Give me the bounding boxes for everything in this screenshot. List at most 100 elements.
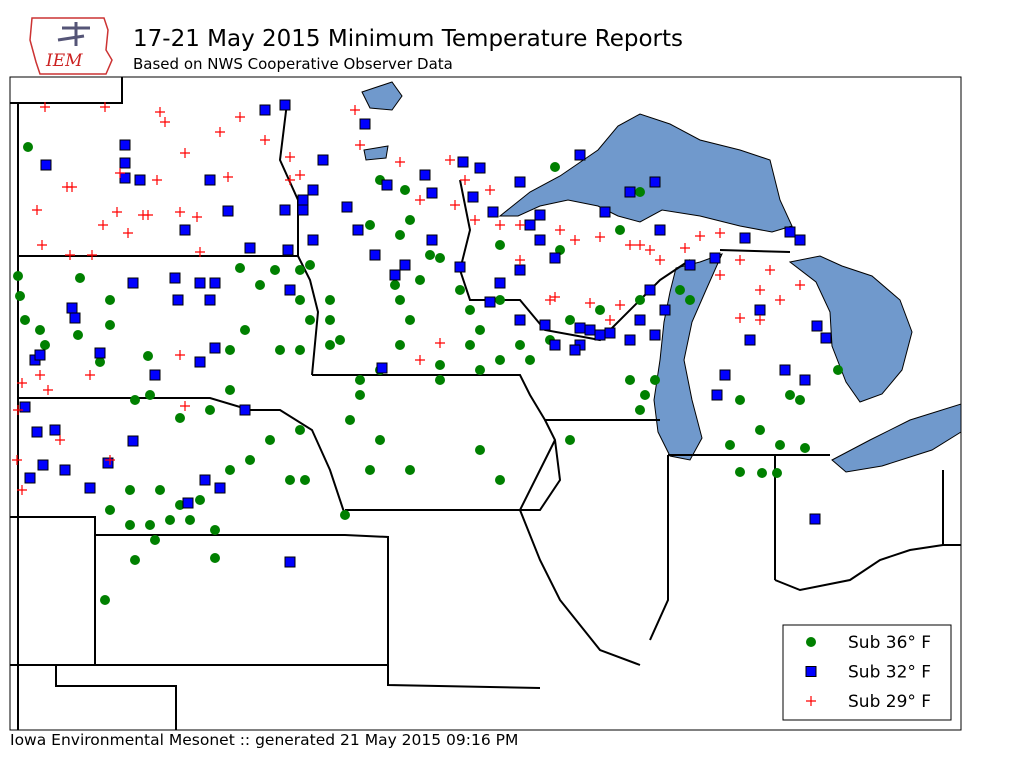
station-marker	[711, 389, 723, 401]
station-marker	[565, 315, 575, 325]
station-marker	[355, 390, 365, 400]
station-marker	[715, 228, 725, 238]
station-marker	[475, 445, 485, 455]
station-marker	[709, 252, 721, 264]
station-marker	[654, 224, 666, 236]
station-marker	[282, 244, 294, 256]
station-marker	[295, 295, 305, 305]
station-marker	[640, 390, 650, 400]
station-marker	[794, 234, 806, 246]
station-marker	[435, 253, 445, 263]
station-marker	[225, 385, 235, 395]
station-marker	[467, 191, 479, 203]
station-marker	[270, 265, 280, 275]
station-marker	[145, 390, 155, 400]
station-marker	[305, 315, 315, 325]
station-marker	[119, 139, 131, 151]
station-marker	[102, 457, 114, 469]
station-marker	[514, 176, 526, 188]
station-marker	[199, 474, 211, 486]
station-marker	[525, 355, 535, 365]
station-marker	[305, 260, 315, 270]
station-marker	[307, 184, 319, 196]
station-marker	[735, 467, 745, 477]
station-marker	[484, 296, 496, 308]
station-marker	[584, 324, 596, 336]
station-marker	[66, 302, 78, 314]
station-marker	[675, 285, 685, 295]
station-marker	[295, 345, 305, 355]
station-marker	[134, 174, 146, 186]
station-marker	[795, 395, 805, 405]
station-marker	[435, 360, 445, 370]
station-marker	[222, 205, 234, 217]
legend-label: Sub 36° F	[848, 633, 931, 653]
station-marker	[365, 465, 375, 475]
state-borders	[10, 77, 961, 730]
station-marker	[69, 312, 81, 324]
station-marker	[37, 459, 49, 471]
station-marker	[495, 295, 505, 305]
station-marker	[695, 231, 705, 241]
station-marker	[615, 225, 625, 235]
station-marker	[325, 315, 335, 325]
station-marker	[209, 277, 221, 289]
station-marker	[395, 230, 405, 240]
lake-superior	[498, 113, 793, 233]
station-marker	[32, 205, 42, 215]
station-marker	[204, 294, 216, 306]
station-marker	[514, 314, 526, 326]
station-marker	[550, 162, 560, 172]
station-marker	[67, 182, 77, 192]
station-marker	[624, 334, 636, 346]
station-marker	[125, 485, 135, 495]
station-marker	[549, 339, 561, 351]
legend-label: Sub 32° F	[848, 663, 931, 683]
station-marker	[799, 374, 811, 386]
station-marker	[145, 520, 155, 530]
station-marker	[345, 415, 355, 425]
station-marker	[185, 515, 195, 525]
station-marker	[454, 261, 466, 273]
station-marker	[634, 314, 646, 326]
station-marker	[450, 200, 460, 210]
station-marker	[260, 135, 270, 145]
station-marker	[635, 240, 645, 250]
station-marker	[195, 495, 205, 505]
station-marker	[495, 220, 505, 230]
station-marker	[59, 464, 71, 476]
station-marker	[112, 207, 122, 217]
station-marker	[515, 255, 525, 265]
station-marker	[325, 340, 335, 350]
station-marker	[645, 245, 655, 255]
station-marker	[119, 157, 131, 169]
station-marker	[565, 435, 575, 445]
station-marker	[285, 475, 295, 485]
station-marker	[514, 264, 526, 276]
station-marker	[295, 265, 305, 275]
station-marker	[809, 513, 821, 525]
station-marker	[820, 332, 832, 344]
station-marker	[715, 270, 725, 280]
station-marker	[73, 330, 83, 340]
station-marker	[165, 515, 175, 525]
station-marker	[105, 455, 115, 465]
station-marker	[390, 280, 400, 290]
station-marker	[284, 556, 296, 568]
station-marker	[34, 349, 46, 361]
station-marker	[24, 472, 36, 484]
station-marker	[650, 375, 660, 385]
station-marker	[192, 212, 202, 222]
station-marker	[155, 107, 165, 117]
station-marker	[259, 104, 271, 116]
station-marker	[415, 275, 425, 285]
station-marker	[35, 325, 45, 335]
station-marker	[784, 226, 796, 238]
logo-text: IEM	[45, 51, 83, 71]
station-marker	[405, 215, 415, 225]
station-marker	[475, 325, 485, 335]
station-marker	[215, 127, 225, 137]
station-marker	[755, 285, 765, 295]
station-marker	[239, 404, 251, 416]
